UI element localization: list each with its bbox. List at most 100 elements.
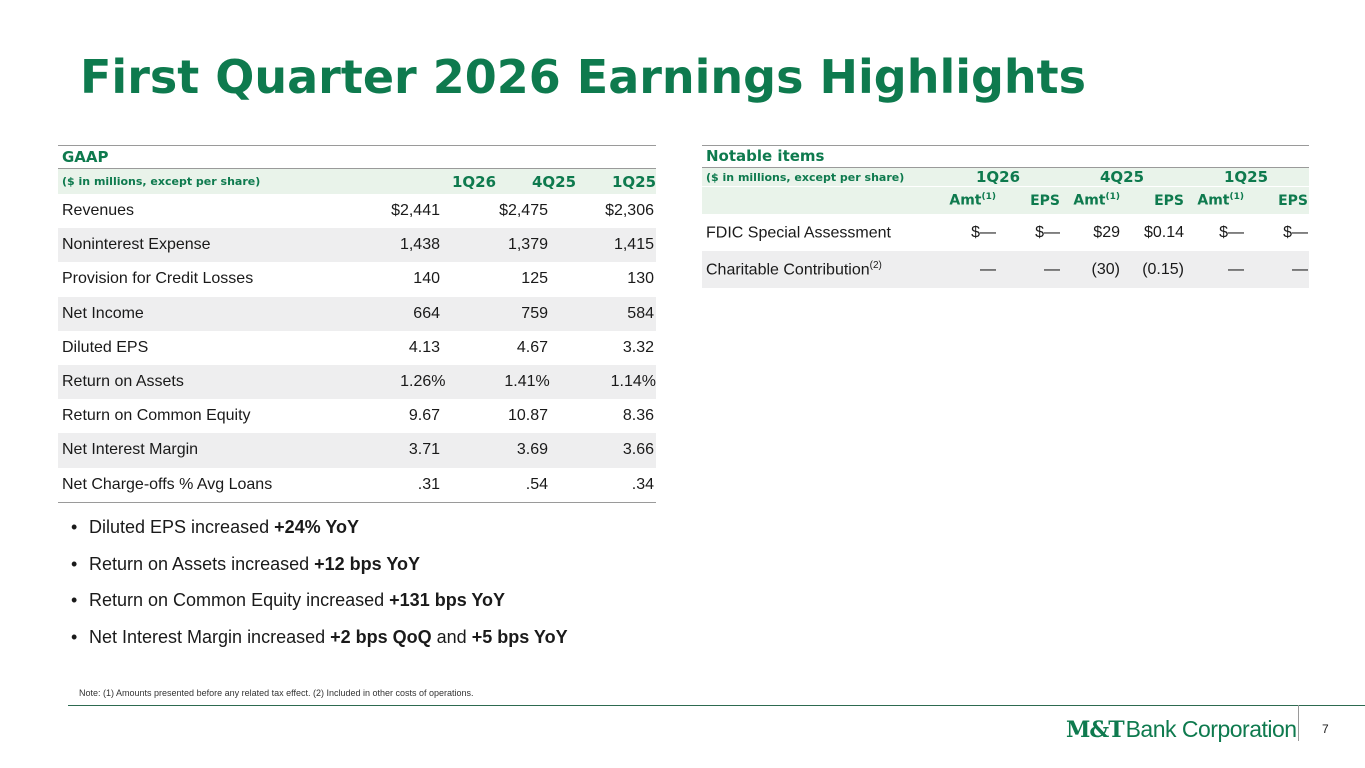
bullet-text: Net Interest Margin increased +2 bps QoQ… (89, 626, 568, 647)
cell: .54 (525, 475, 548, 493)
table-row: Diluted EPS 4.13 4.67 3.32 (58, 331, 656, 365)
cell: 4.67 (516, 338, 548, 356)
row-label: Return on Common Equity (62, 407, 251, 425)
gaap-caption: ($ in millions, except per share) (62, 175, 261, 188)
cell: — (1044, 260, 1060, 278)
cell: 1,379 (507, 236, 548, 254)
cell: 10.87 (507, 407, 548, 425)
notable-header-row: ($ in millions, except per share) 1Q26 4… (702, 167, 1309, 186)
subheader-eps: EPS (1030, 192, 1060, 209)
table-top-rule (58, 145, 656, 146)
cell: $— (1219, 223, 1244, 241)
cell: $2,306 (605, 202, 654, 220)
cell: $2,475 (499, 202, 548, 220)
cell: — (980, 260, 996, 278)
row-label: Provision for Credit Losses (62, 270, 254, 288)
cell: 3.69 (516, 441, 548, 459)
table-top-rule (702, 145, 1309, 146)
table-row: Return on Common Equity 9.67 10.87 8.36 (58, 399, 656, 433)
notable-subheader-row: Amt(1) EPS Amt(1) EPS Amt(1) EPS (702, 186, 1309, 214)
row-label: Charitable Contribution(2) (706, 259, 882, 279)
cell: .34 (631, 475, 654, 493)
cell: 8.36 (622, 407, 654, 425)
cell: 125 (521, 270, 548, 288)
cell: 9.67 (408, 407, 440, 425)
bullet-icon: • (71, 626, 78, 647)
table-row: Return on Assets 1.26% 1.41% 1.14% (58, 364, 656, 400)
notable-items-table: Notable items ($ in millions, except per… (702, 145, 1309, 288)
bullet-icon: • (71, 517, 78, 537)
gaap-col-4q25: 4Q25 (531, 172, 576, 191)
page-number: 7 (1322, 722, 1329, 736)
highlights-list: • Diluted EPS increased +24% YoY • Retur… (70, 515, 568, 661)
cell: 130 (627, 270, 654, 288)
notable-group-4q25: 4Q25 (1099, 168, 1145, 186)
company-logo: M&T Bank Corporation (1066, 716, 1297, 743)
list-item: • Return on Assets increased +12 bps YoY (70, 552, 568, 589)
subheader-eps: EPS (1154, 192, 1184, 209)
cell: 1,438 (399, 236, 440, 254)
subheader-eps: EPS (1278, 192, 1308, 209)
subheader-amt: Amt(1) (949, 192, 996, 209)
cell: 3.32 (622, 338, 654, 356)
cell: 4.13 (408, 338, 440, 356)
gaap-col-1q26: 1Q26 (451, 172, 496, 191)
cell: 759 (521, 304, 548, 322)
gaap-header-row: ($ in millions, except per share) 1Q26 4… (58, 168, 656, 194)
table-row: Provision for Credit Losses 140 125 130 (58, 262, 656, 296)
notable-caption: ($ in millions, except per share) (706, 170, 905, 184)
subheader-amt: Amt(1) (1197, 192, 1244, 209)
cell: 1,415 (613, 236, 654, 254)
cell: 3.66 (622, 441, 654, 459)
bullet-icon: • (71, 553, 78, 574)
cell: 3.71 (408, 441, 440, 459)
bullet-icon: • (71, 590, 78, 610)
cell: — (1228, 260, 1244, 278)
cell: — (1292, 260, 1308, 278)
cell: $— (1283, 223, 1308, 241)
logo-name: Bank Corporation (1125, 716, 1298, 742)
cell: 1.41% (504, 373, 550, 391)
row-label: Net Income (62, 304, 144, 322)
row-label: Noninterest Expense (62, 236, 211, 254)
cell: $2,441 (391, 202, 440, 220)
cell: (30) (1091, 260, 1120, 278)
table-row: Revenues $2,441 $2,475 $2,306 (58, 194, 656, 228)
footer-divider (1298, 705, 1299, 741)
table-row: Charitable Contribution(2) — — (30) (0.1… (702, 251, 1309, 288)
notable-group-1q25: 1Q25 (1223, 168, 1269, 186)
cell: 1.14% (610, 373, 656, 391)
subheader-amt: Amt(1) (1073, 192, 1120, 209)
cell: 664 (413, 304, 440, 322)
notable-section-title: Notable items (706, 147, 825, 165)
gaap-section-title: GAAP (62, 148, 109, 166)
table-row: FDIC Special Assessment $— $— $29 $0.14 … (702, 214, 1309, 251)
list-item: • Return on Common Equity increased +131… (70, 588, 568, 625)
notable-group-1q26: 1Q26 (975, 168, 1021, 186)
row-label: Net Charge-offs % Avg Loans (62, 475, 273, 493)
footnote: Note: (1) Amounts presented before any r… (79, 688, 474, 698)
cell: $29 (1093, 223, 1120, 241)
page-title: First Quarter 2026 Earnings Highlights (80, 50, 1087, 104)
cell: $— (1035, 223, 1060, 241)
table-bottom-rule (58, 501, 656, 503)
cell: 584 (627, 304, 654, 322)
logo-mark: M&T (1066, 717, 1125, 743)
cell: (0.15) (1142, 260, 1184, 278)
row-label: Diluted EPS (62, 338, 149, 356)
cell: 140 (413, 270, 440, 288)
list-item: • Net Interest Margin increased +2 bps Q… (70, 625, 568, 662)
row-label: FDIC Special Assessment (706, 224, 891, 242)
list-item: • Diluted EPS increased +24% YoY (70, 515, 568, 552)
table-row: Net Interest Margin 3.71 3.69 3.66 (58, 433, 656, 468)
table-row: Net Income 664 759 584 (58, 296, 656, 331)
bullet-text: Return on Assets increased +12 bps YoY (89, 553, 421, 574)
gaap-col-1q25: 1Q25 (611, 172, 656, 191)
footer-rule (68, 705, 1365, 706)
cell: $— (971, 223, 996, 241)
row-label: Return on Assets (62, 373, 184, 391)
gaap-table: GAAP ($ in millions, except per share) 1… (58, 145, 656, 503)
table-row: Net Charge-offs % Avg Loans .31 .54 .34 (58, 468, 656, 502)
row-label: Revenues (62, 202, 135, 220)
cell: .31 (417, 475, 440, 493)
